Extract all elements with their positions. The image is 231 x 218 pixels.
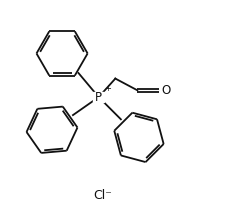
Text: +: + [104,84,111,93]
Text: O: O [161,84,170,97]
Text: P: P [95,91,102,104]
Text: Cl⁻: Cl⁻ [93,189,112,202]
Bar [93,92,104,102]
